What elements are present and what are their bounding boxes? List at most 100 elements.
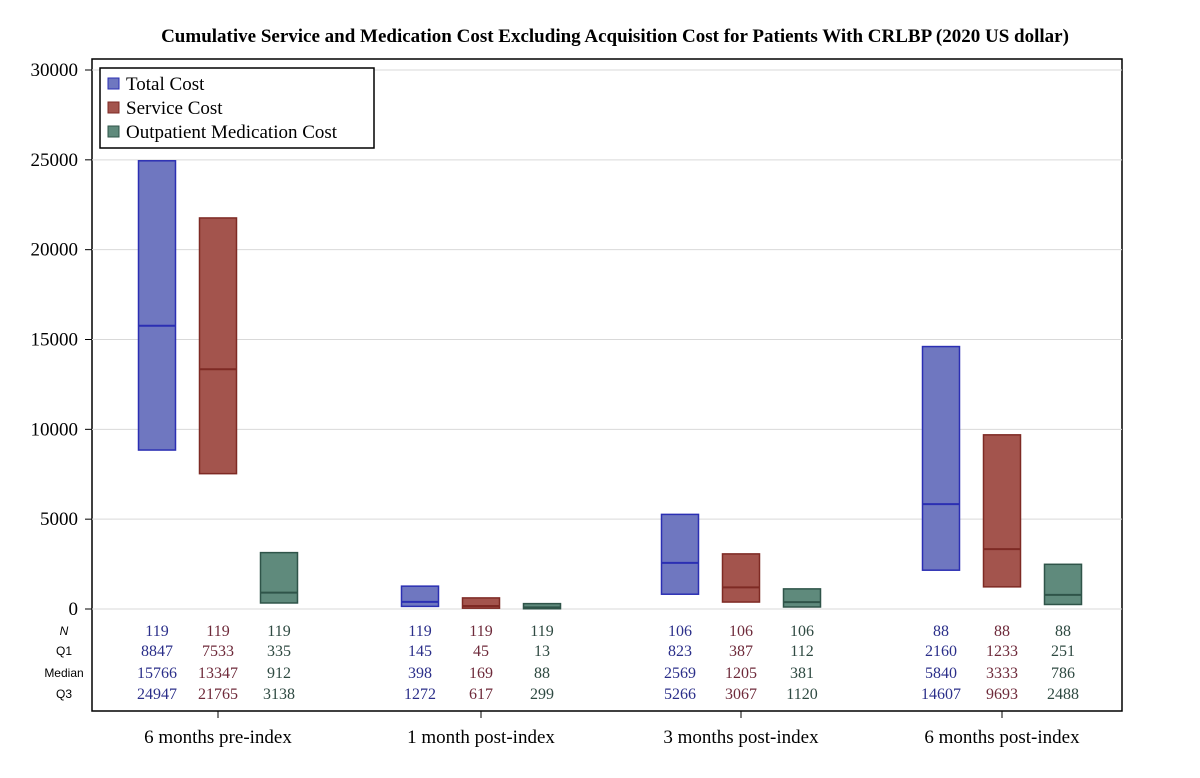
box-iqr [461, 597, 501, 609]
x-category-label: 3 months post-index [663, 727, 819, 748]
box-iqr [721, 553, 761, 603]
stat-median-value: 912 [267, 665, 291, 682]
x-category-label: 1 month post-index [407, 727, 555, 748]
stat-q1-value: 7533 [202, 643, 234, 660]
box-iqr [522, 602, 562, 610]
stat-median-value: 13347 [198, 665, 238, 682]
box-iqr [782, 588, 822, 608]
legend-label: Total Cost [126, 74, 205, 95]
stats-table: N Q1 Median Q3 119 8847 15766 24947 119 145 398 127… [44, 623, 1079, 703]
box-service-cost [982, 434, 1022, 588]
x-category-label: 6 months post-index [924, 727, 1080, 748]
stat-q1-value: 335 [267, 643, 291, 660]
box-outpatient-medication-cost [259, 551, 299, 604]
stat-median-value: 398 [408, 665, 432, 682]
box-iqr [137, 160, 177, 451]
stat-median-value: 381 [790, 665, 814, 682]
y-tick-label: 15000 [31, 330, 79, 351]
y-tick-label: 25000 [31, 150, 79, 171]
stat-q1-value: 45 [473, 643, 489, 660]
stat-median-value: 3333 [986, 665, 1018, 682]
stat-q1-value: 1233 [986, 643, 1018, 660]
gridlines [92, 69, 1122, 610]
stat-median-value: 15766 [137, 665, 177, 682]
box-service-cost [198, 217, 238, 475]
stat-q1-value: 13 [534, 643, 550, 660]
stat-q3-value: 5266 [664, 686, 696, 703]
chart-title: Cumulative Service and Medication Cost E… [161, 26, 1069, 47]
box-outpatient-medication-cost [782, 588, 822, 608]
stat-n-value: 106 [790, 623, 814, 640]
stat-n-value: 88 [1055, 623, 1071, 640]
stat-median-value: 5840 [925, 665, 957, 682]
stat-n-value: 88 [994, 623, 1010, 640]
box-iqr [921, 345, 961, 571]
stat-median-value: 88 [534, 665, 550, 682]
stat-n-value: 119 [267, 623, 290, 640]
stat-n-value: 119 [145, 623, 168, 640]
row-label-q3: Q3 [56, 687, 72, 701]
box-iqr [198, 217, 238, 475]
stat-n-value: 119 [530, 623, 553, 640]
stat-n-value: 106 [668, 623, 692, 640]
box-iqr [400, 585, 440, 608]
stat-n-value: 106 [729, 623, 753, 640]
box-outpatient-medication-cost [1043, 563, 1083, 606]
stat-q1-value: 387 [729, 643, 753, 660]
stat-n-value: 88 [933, 623, 949, 640]
legend: Total Cost Service Cost Outpatient Medicat… [99, 67, 375, 149]
box-service-cost [461, 597, 501, 609]
legend-label: Service Cost [126, 98, 223, 119]
stat-n-value: 119 [469, 623, 492, 640]
x-axis: 6 months pre-index 1 month post-index 3 mo… [144, 711, 1080, 748]
stat-n-value: 119 [408, 623, 431, 640]
y-tick-label: 10000 [31, 419, 79, 440]
row-label-q1: Q1 [56, 644, 72, 658]
stat-q3-value: 14607 [921, 686, 961, 703]
stat-median-value: 1205 [725, 665, 757, 682]
box-iqr [259, 551, 299, 604]
x-category-label: 6 months pre-index [144, 727, 292, 748]
box-service-cost [721, 553, 761, 603]
stat-q3-value: 299 [530, 686, 554, 703]
stat-q3-value: 1272 [404, 686, 436, 703]
legend-label: Outpatient Medication Cost [126, 122, 338, 143]
plot-frame [91, 58, 1123, 712]
stat-q3-value: 617 [469, 686, 493, 703]
box-total-cost [137, 160, 177, 451]
stat-q1-value: 823 [668, 643, 692, 660]
y-tick-label: 0 [69, 599, 79, 620]
box-total-cost [921, 345, 961, 571]
row-label-n: N [60, 624, 69, 638]
legend-frame [99, 67, 375, 149]
stat-q1-value: 112 [790, 643, 813, 660]
stat-q3-value: 1120 [786, 686, 817, 703]
stat-q3-value: 21765 [198, 686, 238, 703]
stat-q1-value: 251 [1051, 643, 1075, 660]
box-iqr [660, 513, 700, 595]
stat-n-value: 119 [206, 623, 229, 640]
stat-q1-value: 145 [408, 643, 432, 660]
box-outpatient-medication-cost [522, 602, 562, 610]
stat-q3-value: 2488 [1047, 686, 1079, 703]
stat-q3-value: 3067 [725, 686, 757, 703]
boxes [137, 160, 1083, 610]
stat-median-value: 786 [1051, 665, 1075, 682]
stat-median-value: 169 [469, 665, 493, 682]
y-tick-label: 5000 [40, 509, 78, 530]
box-iqr [982, 434, 1022, 588]
y-tick-label: 20000 [31, 240, 79, 261]
y-tick-label: 30000 [31, 60, 79, 81]
stat-q1-value: 8847 [141, 643, 173, 660]
box-iqr [1043, 563, 1083, 606]
row-label-median: Median [44, 666, 83, 680]
legend-swatch [107, 101, 120, 114]
box-total-cost [660, 513, 700, 595]
stat-q3-value: 24947 [137, 686, 177, 703]
stat-q3-value: 3138 [263, 686, 295, 703]
legend-swatch [107, 125, 120, 138]
y-axis: 0 5000 10000 15000 20000 25000 30000 [31, 60, 92, 620]
stat-median-value: 2569 [664, 665, 696, 682]
box-total-cost [400, 585, 440, 608]
